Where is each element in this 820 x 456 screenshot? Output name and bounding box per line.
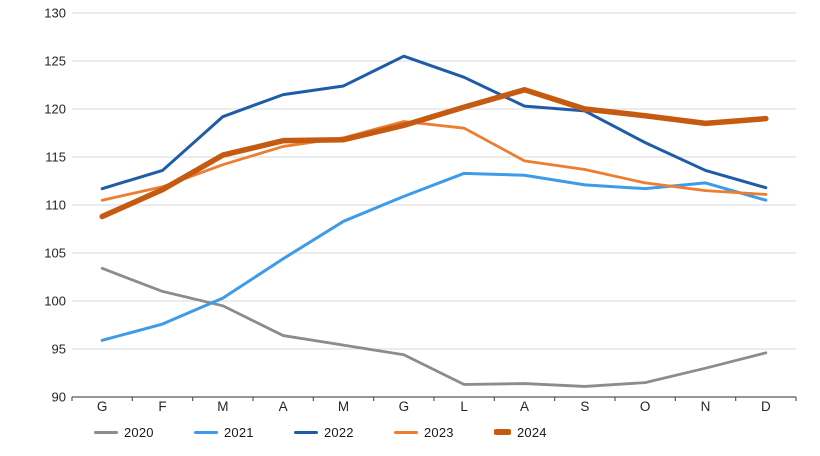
series-line-2023: [100, 120, 768, 202]
y-axis-label: 115: [45, 150, 66, 165]
series-line-2021: [100, 171, 768, 342]
legend-swatch-2023: [394, 430, 418, 434]
x-axis-label: M: [217, 399, 228, 414]
series-line-2020: [100, 266, 768, 388]
x-axis-label: G: [399, 399, 410, 414]
x-axis-label: N: [701, 399, 711, 414]
x-axis-label: G: [97, 399, 108, 414]
y-axis-label: 120: [44, 102, 66, 117]
x-axis-label: A: [520, 399, 529, 414]
legend-item-2023: 2023: [394, 423, 494, 441]
x-axis-label: L: [460, 399, 468, 414]
y-axis-label: 90: [52, 390, 66, 405]
y-axis-label: 110: [45, 198, 66, 213]
legend-label-2024: 2024: [517, 424, 547, 440]
plot-area: 90 95 100 105 110 115 120 125 130 G F M A M G L A S O N D: [44, 6, 797, 414]
legend-item-2024: 2024: [494, 423, 594, 441]
legend: 2020 2021 2022 2023 2024: [94, 423, 594, 441]
legend-item-2021: 2021: [194, 423, 294, 441]
legend-swatch-2024: [494, 429, 511, 435]
x-axis-label: O: [640, 399, 651, 414]
legend-swatch-2021: [194, 430, 218, 434]
y-axis-label: 100: [44, 294, 66, 309]
y-axis-label: 125: [44, 54, 66, 69]
legend-item-2020: 2020: [94, 423, 194, 441]
y-axis-label: 105: [44, 246, 66, 261]
legend-item-2022: 2022: [294, 423, 394, 441]
legend-label-2021: 2021: [224, 424, 254, 440]
legend-label-2023: 2023: [424, 424, 454, 440]
x-axis-label: D: [761, 399, 771, 414]
legend-label-2022: 2022: [324, 424, 354, 440]
series-line-2024: [99, 87, 769, 220]
legend-swatch-2022: [294, 430, 318, 434]
legend-label-2020: 2020: [124, 424, 154, 440]
y-axis-label: 95: [52, 342, 66, 357]
x-axis-label: F: [158, 399, 166, 414]
legend-swatch-2020: [94, 430, 118, 434]
x-axis-label: M: [338, 399, 349, 414]
series-line-2022: [100, 54, 768, 191]
y-axis-label: 130: [44, 6, 66, 21]
x-axis-label: A: [279, 399, 288, 414]
x-axis-label: S: [580, 399, 589, 414]
